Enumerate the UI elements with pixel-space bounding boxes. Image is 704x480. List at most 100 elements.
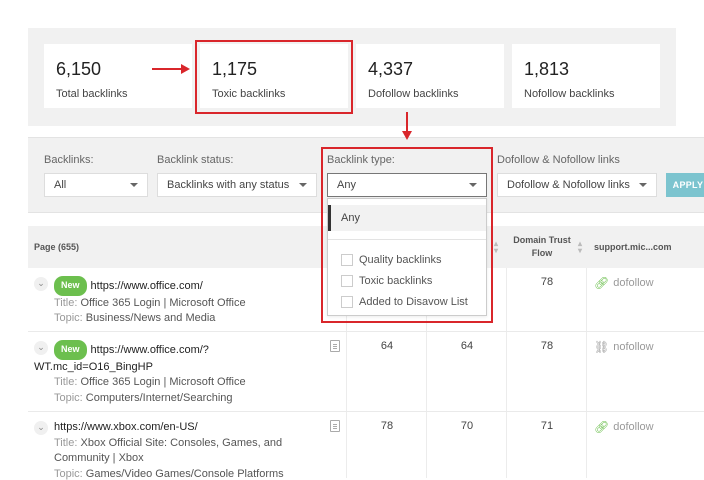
title-key: Title:: [54, 296, 81, 309]
highlight-box-toxic: [195, 40, 353, 114]
highlight-box-backlink-type: [321, 147, 493, 323]
header-label: Domain Trust Flow: [513, 235, 571, 258]
checkbox[interactable]: [341, 253, 353, 266]
chevron-down-icon[interactable]: ⌄: [34, 341, 48, 355]
stat-dofollow-backlinks: 4,337 Dofollow backlinks: [356, 44, 504, 108]
backlink-type-select[interactable]: Any: [327, 173, 487, 197]
new-badge: New: [54, 340, 87, 360]
domain-trust-flow-value: 78: [540, 340, 554, 352]
caret-down-icon: [469, 183, 477, 187]
page-title: Office 365 Login | Microsoft Office: [80, 376, 246, 388]
arrow-right-icon: [152, 64, 190, 74]
stat-total-backlinks: 6,150 Total backlinks: [44, 44, 192, 108]
page-topic: Business/News and Media: [85, 312, 216, 324]
dropdown-option-any[interactable]: Any: [328, 205, 486, 231]
link-type-label: dofollow: [613, 421, 654, 433]
dropdown-option-disavow[interactable]: Added to Disavow List: [341, 291, 486, 312]
topic-key: Topic:: [54, 312, 86, 324]
backlink-type-dropdown: Any Quality backlinks Toxic backlinks Ad…: [327, 198, 487, 316]
chevron-down-icon[interactable]: ⌄: [34, 277, 48, 291]
link-type-label: nofollow: [613, 341, 654, 353]
column-divider: [426, 268, 427, 478]
stat-label: Nofollow backlinks: [524, 88, 615, 100]
notes-icon[interactable]: [330, 420, 340, 432]
dropdown-option-quality[interactable]: Quality backlinks: [341, 249, 486, 270]
link-type: 🔗︎ dofollow: [594, 276, 654, 290]
header-page[interactable]: Page (655): [34, 242, 80, 252]
table-row: ⌄ New https://www.office.com/ Title: Offi…: [28, 268, 704, 332]
domain-trust-flow-value: 78: [540, 276, 554, 288]
link-type-label: dofollow: [613, 277, 654, 289]
backlinks-select[interactable]: All: [44, 173, 148, 197]
filter-label: Dofollow & Nofollow links: [497, 154, 620, 166]
title-key: Title:: [54, 436, 81, 449]
backlink-status-select[interactable]: Backlinks with any status: [157, 173, 317, 197]
checkbox[interactable]: [341, 274, 353, 287]
stat-value: 1,813: [524, 59, 570, 79]
caret-down-icon: [130, 183, 138, 187]
page-url[interactable]: https://www.office.com/?: [90, 344, 209, 356]
title-key: Title:: [54, 376, 81, 388]
page-topic: Computers/Internet/Searching: [85, 391, 233, 404]
select-value: Any: [337, 179, 356, 191]
stat-label: Total backlinks: [56, 88, 128, 100]
metric-value: 70: [460, 420, 474, 432]
filter-backlink-status: Backlink status: Backlinks with any stat…: [157, 154, 317, 197]
page-url-continued[interactable]: WT.mc_id=O16_BingHP: [34, 360, 153, 373]
page-title-continued: Community | Xbox: [54, 452, 144, 464]
page-cell: ⌄ New https://www.office.com/ Title: Offi…: [34, 276, 334, 327]
filter-follow-type: Dofollow & Nofollow links Dofollow & Nof…: [497, 154, 657, 197]
option-label: Toxic backlinks: [359, 274, 433, 287]
domain-trust-flow-value: 71: [540, 420, 554, 432]
caret-down-icon: [299, 183, 307, 187]
metric-value: 78: [380, 420, 394, 432]
dropdown-option-toxic[interactable]: Toxic backlinks: [341, 270, 486, 291]
divider: [328, 239, 486, 240]
link-icon: 🔗︎: [594, 420, 610, 434]
sort-icon[interactable]: ▴ ▾: [494, 239, 499, 255]
page-title: Xbox Official Site: Consoles, Games, and: [80, 436, 283, 449]
page-title: Office 365 Login | Microsoft Office: [80, 296, 246, 309]
select-value: Dofollow & Nofollow links: [507, 179, 630, 191]
filter-label: Backlinks:: [44, 154, 94, 166]
table-row: ⌄ https://www.xbox.com/en-US/ Title: Xbo…: [28, 412, 704, 480]
column-divider: [346, 268, 347, 478]
filter-backlinks: Backlinks: All: [44, 154, 148, 197]
filter-backlink-type: Backlink type: Any: [327, 154, 487, 197]
page-cell: ⌄ https://www.xbox.com/en-US/ Title: Xbo…: [34, 420, 334, 480]
header-target-domain[interactable]: support.mic...com: [594, 242, 672, 252]
topic-key: Topic:: [54, 391, 86, 404]
topic-key: Topic:: [54, 467, 86, 480]
page-url[interactable]: https://www.office.com/: [90, 280, 203, 292]
page-url[interactable]: https://www.xbox.com/en-US/: [54, 421, 198, 433]
stat-value: 4,337: [368, 59, 414, 79]
column-divider: [506, 268, 507, 478]
option-label: Added to Disavow List: [359, 295, 468, 308]
apply-button[interactable]: APPLY: [666, 173, 704, 197]
checkbox[interactable]: [341, 295, 353, 308]
arrow-down-icon: [402, 112, 412, 140]
broken-link-icon: ⛓︎: [594, 340, 610, 354]
stat-label: Dofollow backlinks: [368, 88, 459, 100]
header-domain-trust-flow[interactable]: Domain Trust Flow ▴ ▾: [508, 226, 586, 268]
sort-icon: ▴ ▾: [577, 239, 582, 255]
chevron-down-icon[interactable]: ⌄: [34, 421, 48, 435]
select-value: Backlinks with any status: [167, 179, 290, 191]
caret-down-icon: [639, 183, 647, 187]
filter-label: Backlink type:: [327, 154, 395, 166]
link-type: ⛓︎ nofollow: [594, 340, 654, 354]
stat-value: 6,150: [56, 59, 102, 79]
table-row: ⌄ New https://www.office.com/? WT.mc_id=O…: [28, 332, 704, 412]
follow-type-select[interactable]: Dofollow & Nofollow links: [497, 173, 657, 197]
link-icon: 🔗︎: [594, 276, 610, 290]
notes-icon[interactable]: [330, 340, 340, 352]
column-divider: [586, 268, 587, 478]
metric-value: 64: [460, 340, 474, 352]
select-value: All: [54, 179, 67, 191]
stat-toxic-backlinks: 1,175 Toxic backlinks: [200, 44, 348, 108]
option-label: Quality backlinks: [359, 253, 442, 266]
page-cell: ⌄ New https://www.office.com/? WT.mc_id=O…: [34, 340, 334, 406]
stat-nofollow-backlinks: 1,813 Nofollow backlinks: [512, 44, 660, 108]
new-badge: New: [54, 276, 87, 296]
